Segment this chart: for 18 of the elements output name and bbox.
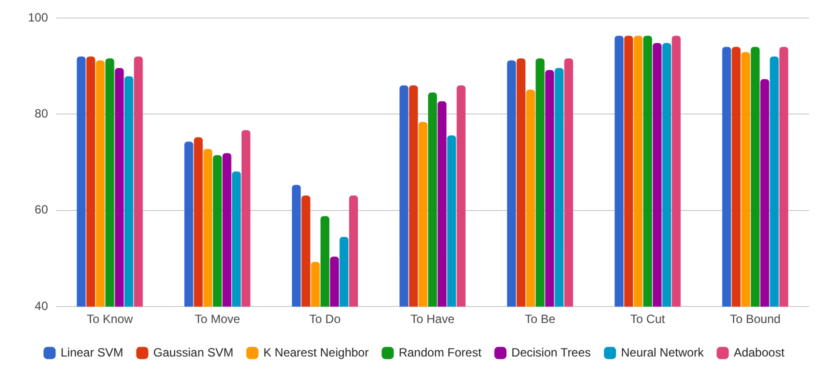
legend-label: K Nearest Neighbor bbox=[263, 345, 369, 360]
x-tick-label: To Know bbox=[86, 312, 134, 326]
x-tick-label: To Do bbox=[309, 312, 341, 326]
y-tick-label: 40 bbox=[34, 298, 48, 313]
y-tick-label: 80 bbox=[34, 106, 48, 121]
legend-label: Random Forest bbox=[398, 345, 482, 360]
legend-label: Linear SVM bbox=[60, 345, 124, 360]
legend-label: Adaboost bbox=[734, 345, 786, 360]
legend-label: Decision Trees bbox=[511, 345, 591, 360]
legend-label: Gaussian SVM bbox=[153, 345, 234, 360]
x-tick-label: To Move bbox=[194, 312, 240, 326]
legend-label: Neural Network bbox=[621, 345, 705, 360]
x-tick-label: To Cut bbox=[630, 312, 666, 326]
y-tick-label: 60 bbox=[34, 202, 48, 217]
x-tick-label: To Have bbox=[410, 312, 455, 326]
x-tick-label: To Bound bbox=[730, 312, 781, 326]
x-tick-label: To Be bbox=[524, 312, 556, 326]
y-tick-label: 100 bbox=[28, 10, 48, 24]
